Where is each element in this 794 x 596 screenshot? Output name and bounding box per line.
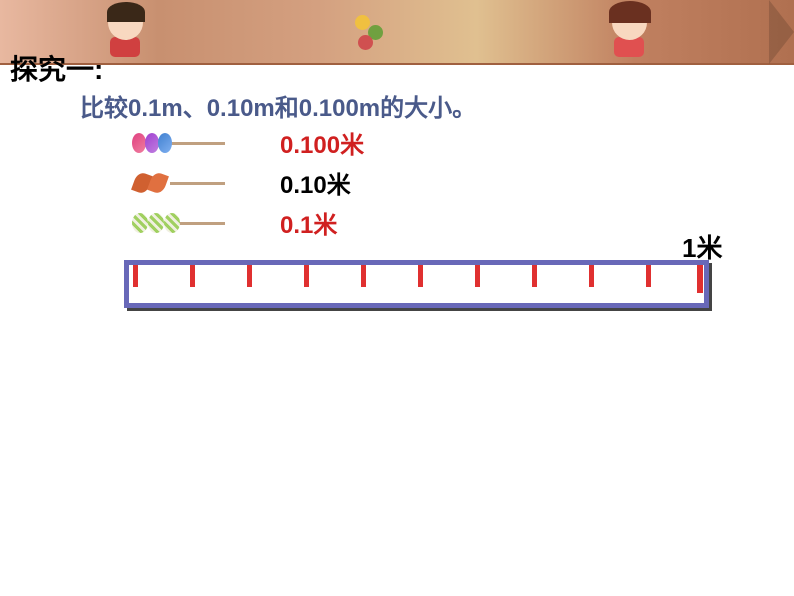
cartoon-character-right [604, 5, 654, 60]
measurement-value-3: 0.1米 [280, 205, 337, 240]
ruler-tick [646, 265, 651, 287]
section-title: 探究一: [10, 48, 103, 88]
ruler-tick [697, 265, 703, 293]
leaf-icon [130, 168, 220, 198]
arrow-decoration [769, 0, 794, 64]
candy-icon [130, 128, 220, 158]
measurement-value-1: 0.100米 [280, 125, 364, 160]
measurement-value-2: 0.10米 [280, 165, 351, 200]
ruler-tick [475, 265, 480, 287]
cartoon-character-left [100, 5, 150, 60]
ruler [124, 260, 709, 308]
ruler-tick [532, 265, 537, 287]
ruler-tick [247, 265, 252, 287]
egg-icon [130, 208, 220, 238]
section-subtitle: 比较0.1m、0.10m和0.100m的大小。 [80, 88, 476, 123]
measurement-row-3: 0.1米 [130, 205, 337, 240]
ruler-tick [589, 265, 594, 287]
ruler-tick [361, 265, 366, 287]
ruler-tick [418, 265, 423, 287]
decorative-element [350, 15, 390, 55]
ruler-tick [133, 265, 138, 287]
decorative-header-banner [0, 0, 794, 65]
measurement-row-2: 0.10米 [130, 165, 351, 200]
ruler-tick [304, 265, 309, 287]
ruler-tick [190, 265, 195, 287]
measurement-row-1: 0.100米 [130, 125, 364, 160]
